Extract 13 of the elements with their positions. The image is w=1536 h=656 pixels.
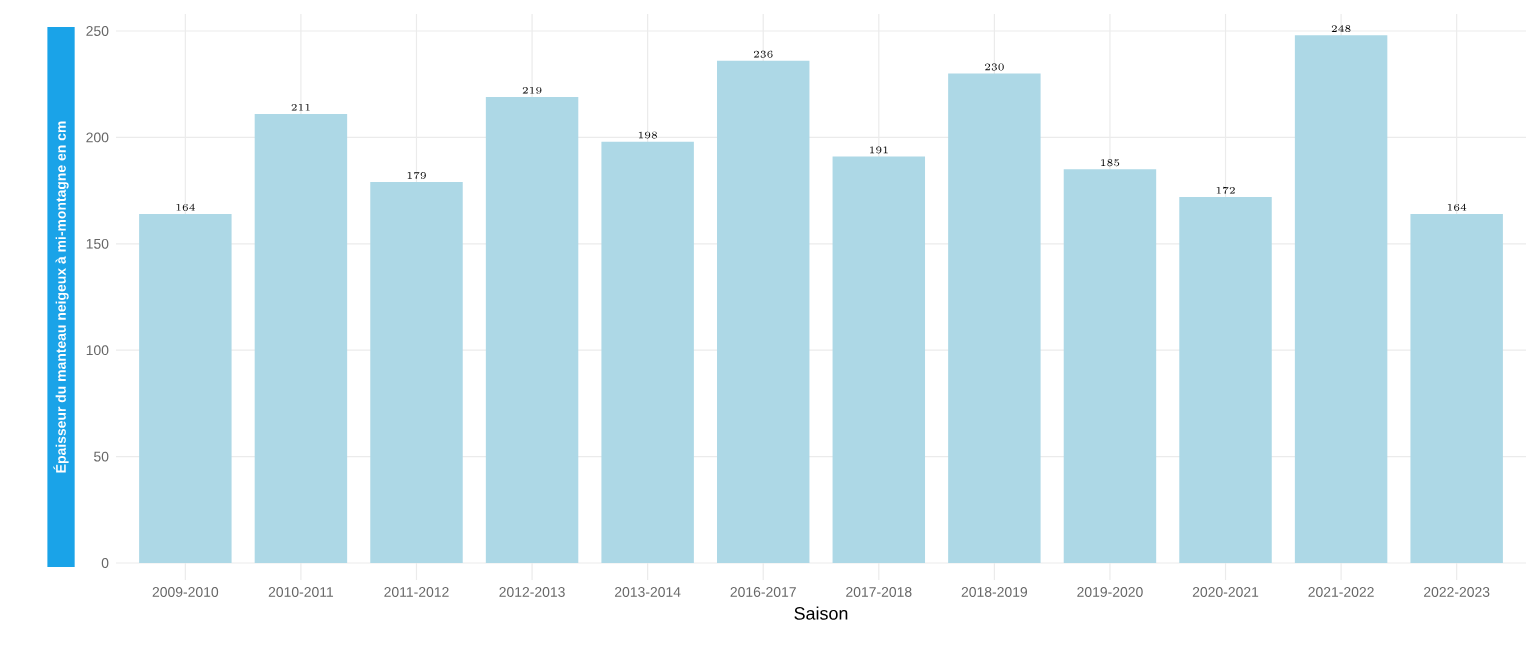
bar (139, 214, 232, 563)
bar (601, 141, 694, 563)
bar (485, 96, 579, 563)
bar (1179, 196, 1272, 563)
bar (948, 73, 1041, 563)
bar (370, 182, 463, 563)
bar (1410, 214, 1503, 563)
x-axis-title: Saison (794, 606, 848, 620)
bar (832, 156, 926, 563)
bar (1294, 35, 1388, 563)
bar (254, 114, 348, 563)
bar (716, 60, 810, 563)
bar (1063, 169, 1157, 563)
